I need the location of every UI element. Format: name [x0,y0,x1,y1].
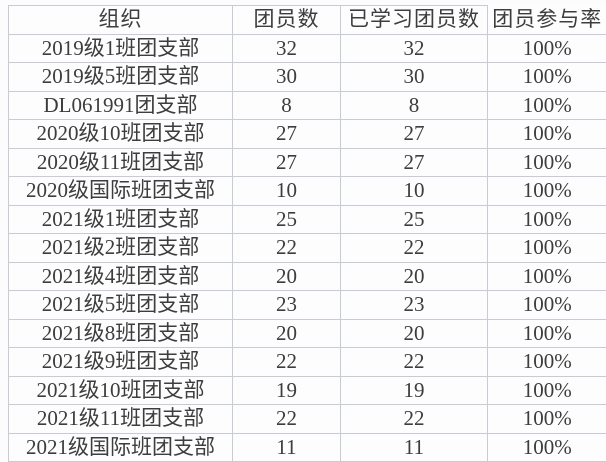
org-cell: 2019级1班团支部 [9,34,233,63]
rate-cell: 100% [488,319,606,348]
studied-cell: 23 [341,291,488,320]
members-cell: 11 [233,433,341,462]
column-header-org: 组织 [9,6,233,35]
org-cell: 2021级4班团支部 [9,262,233,291]
members-cell: 32 [233,34,341,63]
rate-cell: 100% [488,148,606,177]
rate-cell: 100% [488,177,606,206]
org-cell: 2020级国际班团支部 [9,177,233,206]
rate-cell: 100% [488,234,606,263]
studied-cell: 11 [341,433,488,462]
column-header-members: 团员数 [233,6,341,35]
rate-cell: 100% [488,405,606,434]
org-cell: 2021级8班团支部 [9,319,233,348]
studied-cell: 20 [341,319,488,348]
members-cell: 23 [233,291,341,320]
studied-cell: 8 [341,91,488,120]
studied-cell: 22 [341,348,488,377]
members-cell: 22 [233,405,341,434]
members-cell: 19 [233,376,341,405]
column-header-rate: 团员参与率 [488,6,606,35]
members-cell: 27 [233,120,341,149]
org-cell: 2021级11班团支部 [9,405,233,434]
rate-cell: 100% [488,91,606,120]
rate-cell: 100% [488,34,606,63]
rate-cell: 100% [488,262,606,291]
org-cell: 2021级国际班团支部 [9,433,233,462]
studied-cell: 10 [341,177,488,206]
header-row: 组织团员数已学习团员数团员参与率 [9,6,606,35]
members-cell: 30 [233,63,341,92]
column-header-studied: 已学习团员数 [341,6,488,35]
org-cell: 2021级10班团支部 [9,376,233,405]
members-cell: 20 [233,319,341,348]
org-cell: 2021级1班团支部 [9,205,233,234]
org-cell: DL061991团支部 [9,91,233,120]
rate-cell: 100% [488,205,606,234]
org-cell: 2020级11班团支部 [9,148,233,177]
studied-cell: 32 [341,34,488,63]
studied-cell: 25 [341,205,488,234]
members-cell: 10 [233,177,341,206]
studied-cell: 19 [341,376,488,405]
members-cell: 27 [233,148,341,177]
rate-cell: 100% [488,376,606,405]
members-cell: 22 [233,234,341,263]
org-cell: 2021级9班团支部 [9,348,233,377]
studied-cell: 27 [341,120,488,149]
org-cell: 2021级2班团支部 [9,234,233,263]
rate-cell: 100% [488,120,606,149]
studied-cell: 30 [341,63,488,92]
rate-cell: 100% [488,433,606,462]
rate-cell: 100% [488,291,606,320]
members-cell: 20 [233,262,341,291]
studied-cell: 20 [341,262,488,291]
members-cell: 8 [233,91,341,120]
studied-cell: 22 [341,234,488,263]
org-cell: 2019级5班团支部 [9,63,233,92]
rate-cell: 100% [488,63,606,92]
members-cell: 22 [233,348,341,377]
rate-cell: 100% [488,348,606,377]
studied-cell: 27 [341,148,488,177]
members-cell: 25 [233,205,341,234]
studied-cell: 22 [341,405,488,434]
org-cell: 2020级10班团支部 [9,120,233,149]
org-cell: 2021级5班团支部 [9,291,233,320]
